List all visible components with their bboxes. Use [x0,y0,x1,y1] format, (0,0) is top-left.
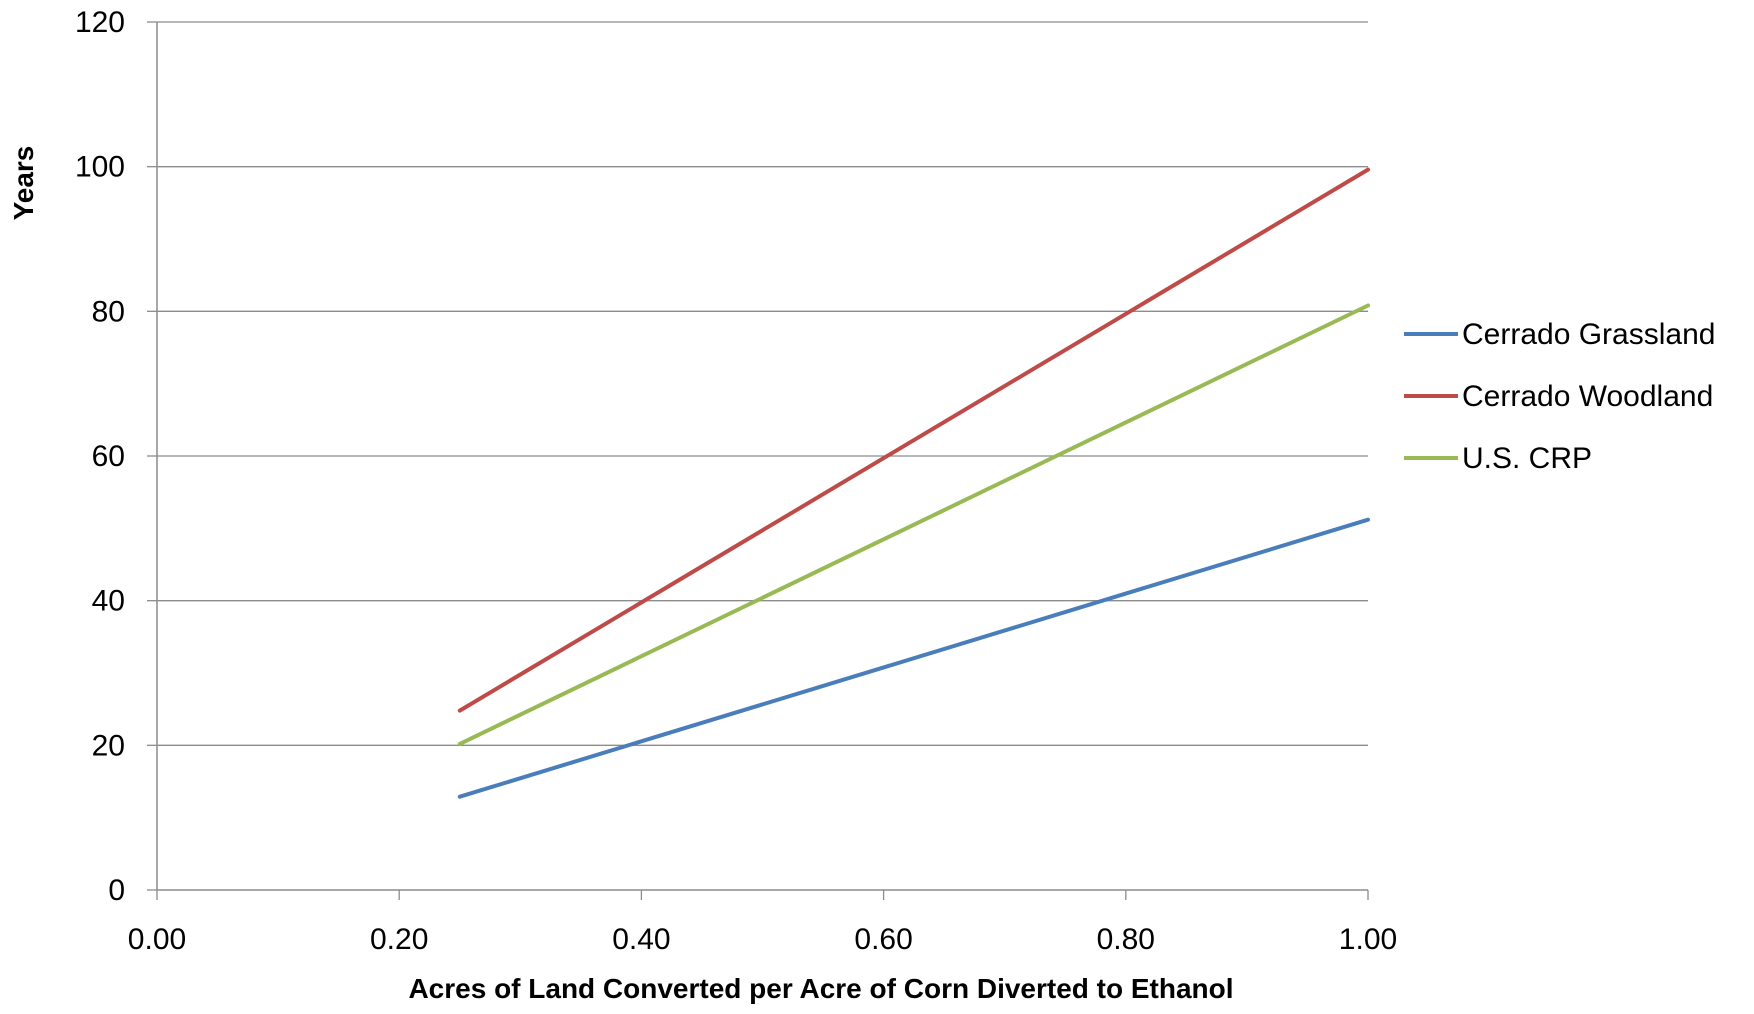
x-tick-label: 1.00 [1339,923,1397,956]
y-tick-label: 20 [92,729,125,762]
x-axis-title: Acres of Land Converted per Acre of Corn… [408,973,1233,1004]
legend-label: U.S. CRP [1462,442,1592,475]
x-tick-label: 0.40 [612,923,670,956]
x-tick-label: 0.00 [128,923,186,956]
y-axis-title: Years [8,146,39,221]
legend-label: Cerrado Grassland [1462,318,1715,351]
series-line-cerrado-grassland [457,517,1370,799]
x-tick-label: 0.20 [370,923,428,956]
y-tick-label: 0 [108,874,125,907]
legend-label: Cerrado Woodland [1462,380,1713,413]
legend: Cerrado Grassland Cerrado Woodland U.S. CR… [1404,318,1715,475]
series-line-cerrado-woodland [457,167,1370,713]
y-tick-label: 60 [92,440,125,473]
series-line-u-s-crp [457,303,1370,746]
y-tick-label: 100 [75,151,125,184]
gridlines [157,21,1368,746]
axes: 0 20 40 60 80 100 120 0.00 0.20 0.40 0.60 0.80 1.00 [75,6,1397,956]
y-tick-label: 120 [75,6,125,39]
x-tick-label: 0.80 [1097,923,1155,956]
series-lines [457,167,1370,799]
y-tick-label: 80 [92,295,125,328]
x-tick-label: 0.60 [854,923,912,956]
y-tick-label: 40 [92,585,125,618]
